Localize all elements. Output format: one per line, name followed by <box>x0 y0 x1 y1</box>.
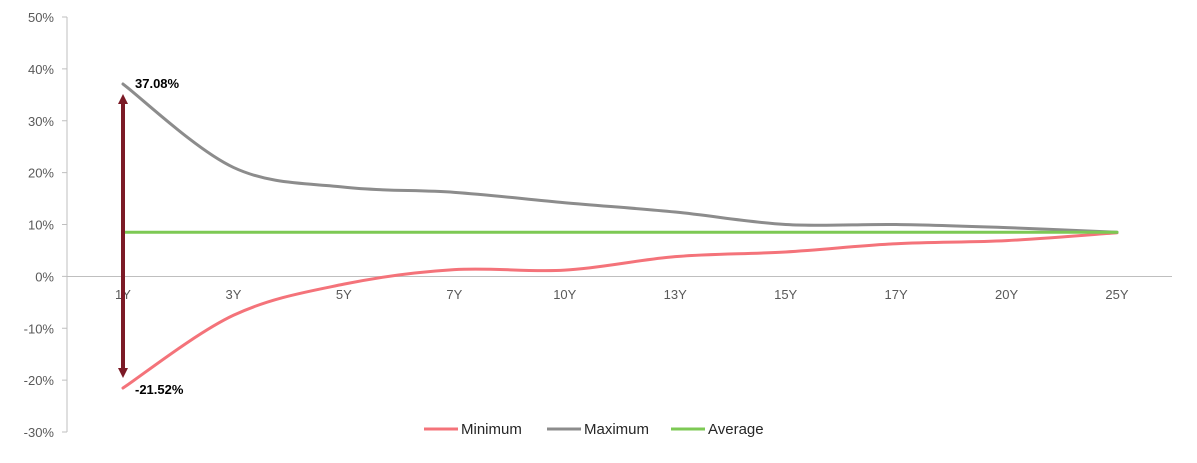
x-tick-label: 5Y <box>336 287 352 302</box>
y-tick-label: 20% <box>28 166 54 181</box>
x-tick-label: 7Y <box>446 287 462 302</box>
max-annotation: 37.08% <box>135 76 180 91</box>
y-tick-label: 30% <box>28 114 54 129</box>
y-tick-label: -20% <box>24 373 55 388</box>
series-line-maximum <box>121 82 1119 234</box>
y-tick-label: -10% <box>24 321 55 336</box>
y-tick-label: 0% <box>35 269 54 284</box>
x-tick-label: 13Y <box>664 287 687 302</box>
series-line-minimum <box>121 231 1119 390</box>
y-tick-label: 10% <box>28 218 54 233</box>
y-tick-label: -30% <box>24 425 55 440</box>
legend-label-maximum: Maximum <box>584 421 649 438</box>
min-annotation: -21.52% <box>135 382 184 397</box>
x-tick-label: 17Y <box>885 287 908 302</box>
x-tick-label: 15Y <box>774 287 797 302</box>
y-tick-label: 50% <box>28 10 54 25</box>
legend-label-average: Average <box>708 421 764 438</box>
x-tick-label: 3Y <box>225 287 241 302</box>
y-tick-label: 40% <box>28 62 54 77</box>
x-tick-label: 10Y <box>553 287 576 302</box>
x-tick-label: 25Y <box>1105 287 1128 302</box>
x-tick-label: 20Y <box>995 287 1018 302</box>
legend-label-minimum: Minimum <box>461 421 522 438</box>
legend: Minimum Maximum Average <box>424 421 764 438</box>
